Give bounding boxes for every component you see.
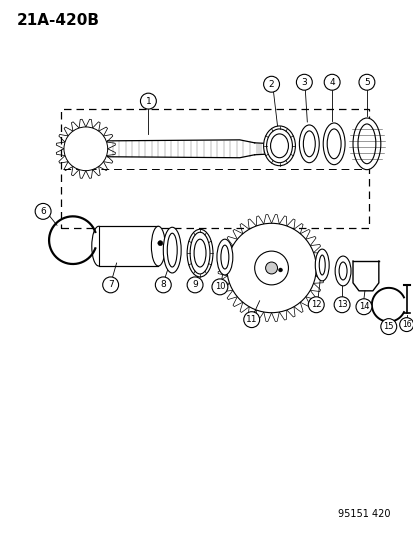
Ellipse shape [352, 118, 380, 169]
Text: 14: 14 [358, 302, 368, 311]
Text: 9: 9 [192, 280, 197, 289]
Ellipse shape [315, 249, 328, 281]
Circle shape [102, 277, 118, 293]
Text: 12: 12 [310, 300, 321, 309]
Circle shape [211, 279, 227, 295]
Circle shape [226, 223, 316, 313]
Bar [98, 227, 158, 266]
Circle shape [254, 251, 288, 285]
Bar [61, 109, 368, 228]
Ellipse shape [92, 227, 105, 266]
Text: 1: 1 [145, 96, 151, 106]
Polygon shape [107, 140, 254, 158]
Ellipse shape [266, 129, 292, 163]
Text: 6: 6 [40, 207, 46, 216]
Circle shape [355, 299, 371, 314]
Text: 95151 420: 95151 420 [337, 510, 389, 519]
Text: 21A-420B: 21A-420B [16, 13, 99, 28]
Text: 4: 4 [329, 78, 334, 87]
Circle shape [278, 268, 282, 272]
Circle shape [35, 204, 51, 219]
Ellipse shape [323, 123, 344, 165]
Circle shape [243, 312, 259, 328]
Ellipse shape [263, 126, 295, 166]
Ellipse shape [187, 229, 212, 277]
Ellipse shape [299, 125, 318, 163]
Text: 11: 11 [245, 315, 257, 324]
Circle shape [308, 297, 323, 313]
Ellipse shape [163, 227, 181, 273]
Text: 7: 7 [107, 280, 113, 289]
Circle shape [323, 74, 339, 90]
Ellipse shape [190, 232, 209, 274]
Circle shape [263, 76, 279, 92]
Circle shape [358, 74, 374, 90]
Circle shape [155, 277, 171, 293]
Text: 13: 13 [336, 300, 347, 309]
Ellipse shape [151, 227, 165, 266]
Text: 5: 5 [363, 78, 369, 87]
Circle shape [333, 297, 349, 313]
Circle shape [380, 319, 396, 335]
Circle shape [265, 262, 277, 274]
Ellipse shape [216, 239, 232, 275]
Text: 3: 3 [301, 78, 306, 87]
Text: 2: 2 [268, 80, 274, 88]
Circle shape [157, 241, 162, 246]
Circle shape [399, 318, 413, 332]
Text: 16: 16 [401, 320, 411, 329]
Circle shape [187, 277, 202, 293]
Text: 10: 10 [214, 282, 225, 292]
Text: 8: 8 [160, 280, 166, 289]
Circle shape [64, 127, 107, 171]
Ellipse shape [335, 256, 350, 286]
Circle shape [296, 74, 311, 90]
Circle shape [140, 93, 156, 109]
Text: 15: 15 [382, 322, 393, 331]
